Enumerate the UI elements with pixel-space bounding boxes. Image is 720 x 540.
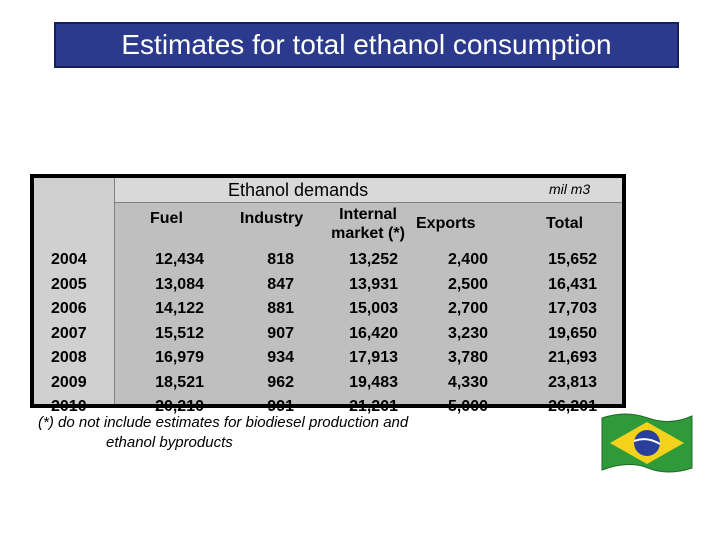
table-header-band <box>34 178 622 203</box>
cell-year: 2007 <box>51 324 87 342</box>
cell-fuel: 15,512 <box>155 324 204 342</box>
cell-internal-market: 13,931 <box>349 275 398 293</box>
ethanol-table <box>30 174 626 408</box>
cell-fuel: 13,084 <box>155 275 204 293</box>
cell-total: 17,703 <box>548 300 597 317</box>
col-header-fuel: Fuel <box>150 210 183 227</box>
group-label-ethanol-demands: Ethanol demands <box>228 180 369 200</box>
cell-year: 2010 <box>51 398 87 415</box>
cell-industry: 962 <box>267 373 294 391</box>
cell-year: 2008 <box>51 349 87 366</box>
column-total: 15,652 16,431 17,703 19,650 21,693 23,81… <box>532 248 597 420</box>
cell-total: 26,201 <box>548 398 597 415</box>
cell-fuel: 16,979 <box>155 349 204 366</box>
footnote-line1: (*) do not include estimates for biodies… <box>38 414 409 431</box>
table-corner-cell <box>34 178 115 404</box>
cell-fuel: 20,210 <box>155 398 204 415</box>
column-internal-market: 13,252 13,931 15,003 16,420 17,913 19,48… <box>334 248 398 420</box>
col-header-internal-market: Internal market (*) <box>322 205 414 243</box>
cell-internal-market: 15,003 <box>349 300 398 317</box>
col-header-industry: Industry <box>240 210 304 227</box>
unit-label: mil m3 <box>549 181 591 197</box>
cell-total: 23,813 <box>548 373 597 391</box>
col-header-total: Total <box>546 215 584 232</box>
cell-total: 15,652 <box>548 251 597 268</box>
cell-total: 16,431 <box>548 275 597 293</box>
cell-industry: 991 <box>267 398 294 415</box>
cell-industry: 881 <box>267 300 294 317</box>
cell-industry: 907 <box>267 324 294 342</box>
cell-exports: 2,400 <box>447 251 488 268</box>
cell-fuel: 12,434 <box>155 251 204 268</box>
cell-year: 2009 <box>51 373 87 391</box>
cell-year: 2006 <box>51 300 87 317</box>
cell-exports: 4,330 <box>447 373 488 391</box>
column-exports: 2,400 2,500 2,700 3,230 3,780 4,330 5,00… <box>430 248 488 420</box>
slide-title: Estimates for total ethanol consumption <box>54 22 679 68</box>
cell-fuel: 18,521 <box>155 373 204 391</box>
cell-exports: 2,700 <box>447 300 488 317</box>
brazil-flag-icon <box>601 413 693 473</box>
column-fuel: 12,434 13,084 14,122 15,512 16,979 18,52… <box>140 248 204 420</box>
cell-total: 19,650 <box>548 324 597 342</box>
cell-internal-market: 21,201 <box>349 398 398 415</box>
cell-industry: 847 <box>267 275 294 293</box>
cell-year: 2004 <box>51 251 87 268</box>
column-industry: 818 847 881 907 934 962 991 <box>258 248 294 420</box>
footnote-line2: ethanol byproducts <box>106 434 233 451</box>
cell-total: 21,693 <box>548 349 597 366</box>
cell-industry: 934 <box>267 349 294 366</box>
cell-fuel: 14,122 <box>155 300 204 317</box>
footnote: (*) do not include estimates for biodies… <box>38 413 508 453</box>
cell-internal-market: 13,252 <box>349 251 398 268</box>
cell-industry: 818 <box>267 251 294 268</box>
cell-internal-market: 19,483 <box>349 373 398 391</box>
cell-internal-market: 16,420 <box>349 324 398 342</box>
col-header-internal-line2: market (*) <box>331 225 405 242</box>
cell-exports: 5,000 <box>447 398 488 415</box>
cell-exports: 3,230 <box>447 324 488 342</box>
cell-year: 2005 <box>51 275 87 293</box>
cell-internal-market: 17,913 <box>349 349 398 366</box>
column-year: 2004 2005 2006 2007 2008 2009 2010 <box>51 248 95 420</box>
cell-exports: 2,500 <box>447 275 488 293</box>
col-header-internal-line1: Internal <box>339 206 397 223</box>
cell-exports: 3,780 <box>447 349 488 366</box>
col-header-exports: Exports <box>416 215 476 232</box>
